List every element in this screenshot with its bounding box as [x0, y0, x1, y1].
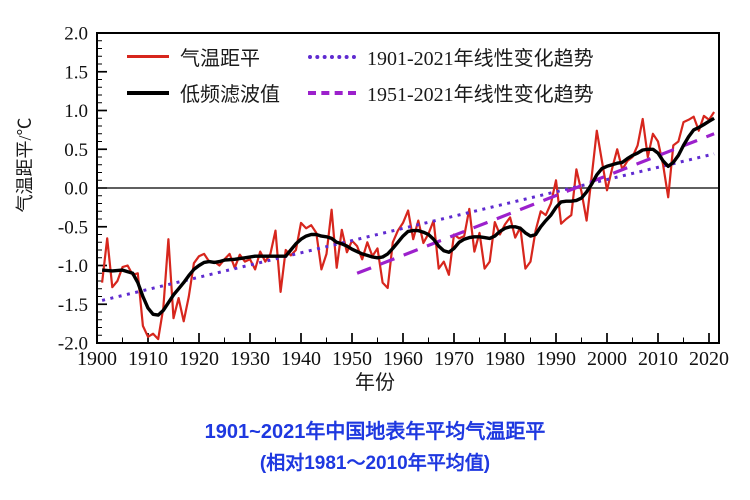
purple-dotted-line-icon	[308, 54, 356, 59]
svg-text:1990: 1990	[536, 348, 576, 370]
legend-label-annual: 气温距平	[180, 48, 260, 70]
legend-item-annual: 气温距平	[127, 42, 280, 71]
svg-text:2010: 2010	[638, 348, 678, 370]
svg-text:2020: 2020	[689, 348, 729, 370]
chart-title: 1901~2021年中国地表年平均气温距平	[204, 421, 546, 443]
red-solid-line-icon	[127, 55, 169, 58]
svg-text:2000: 2000	[587, 348, 627, 370]
svg-text:-1.5: -1.5	[58, 295, 88, 316]
chart-subtitle: (相对1981～2010年平均值)	[259, 453, 491, 474]
svg-text:1950: 1950	[332, 348, 372, 370]
svg-text:1930: 1930	[230, 348, 270, 370]
legend-label-trend-1901: 1901-2021年线性变化趋势	[367, 48, 594, 70]
legend-item-trend-1901: 1901-2021年线性变化趋势	[308, 42, 594, 71]
svg-text:1940: 1940	[281, 348, 321, 370]
svg-text:1910: 1910	[128, 348, 168, 370]
svg-text:0.0: 0.0	[64, 179, 88, 200]
svg-text:1.5: 1.5	[64, 62, 88, 83]
chart-caption: 1901~2021年中国地表年平均气温距平 (相对1981～2010年平均值)	[0, 416, 750, 480]
legend-label-trend-1951: 1951-2021年线性变化趋势	[367, 84, 594, 106]
svg-text:2.0: 2.0	[64, 24, 88, 45]
svg-text:0.5: 0.5	[64, 140, 88, 161]
svg-text:1.0: 1.0	[64, 101, 88, 122]
legend-item-trend-1951: 1951-2021年线性变化趋势	[308, 78, 594, 107]
svg-text:1920: 1920	[179, 348, 219, 370]
black-solid-line-icon	[127, 90, 169, 95]
x-axis-title: 年份	[355, 372, 395, 394]
svg-text:-1.0: -1.0	[58, 256, 88, 277]
legend-label-filtered: 低频滤波值	[180, 84, 280, 106]
svg-text:1900: 1900	[77, 348, 117, 370]
legend-item-filtered: 低频滤波值	[127, 78, 280, 107]
svg-text:-0.5: -0.5	[58, 217, 88, 238]
chart-area: 2.0 1.5 1.0 0.5 0.0 -0.5 -1.0 -1.5 -2.0 1900 1910 1…	[15, 24, 729, 395]
chart-legend: 气温距平 1901-2021年线性变化趋势 低频滤波值 1951-2021年线性…	[127, 42, 594, 107]
svg-text:1980: 1980	[485, 348, 525, 370]
purple-dashed-line-icon	[308, 90, 356, 95]
svg-text:-2.0: -2.0	[58, 334, 88, 355]
y-axis-title: 气温距平/℃	[15, 117, 35, 213]
svg-text:1970: 1970	[434, 348, 474, 370]
svg-text:1960: 1960	[383, 348, 423, 370]
